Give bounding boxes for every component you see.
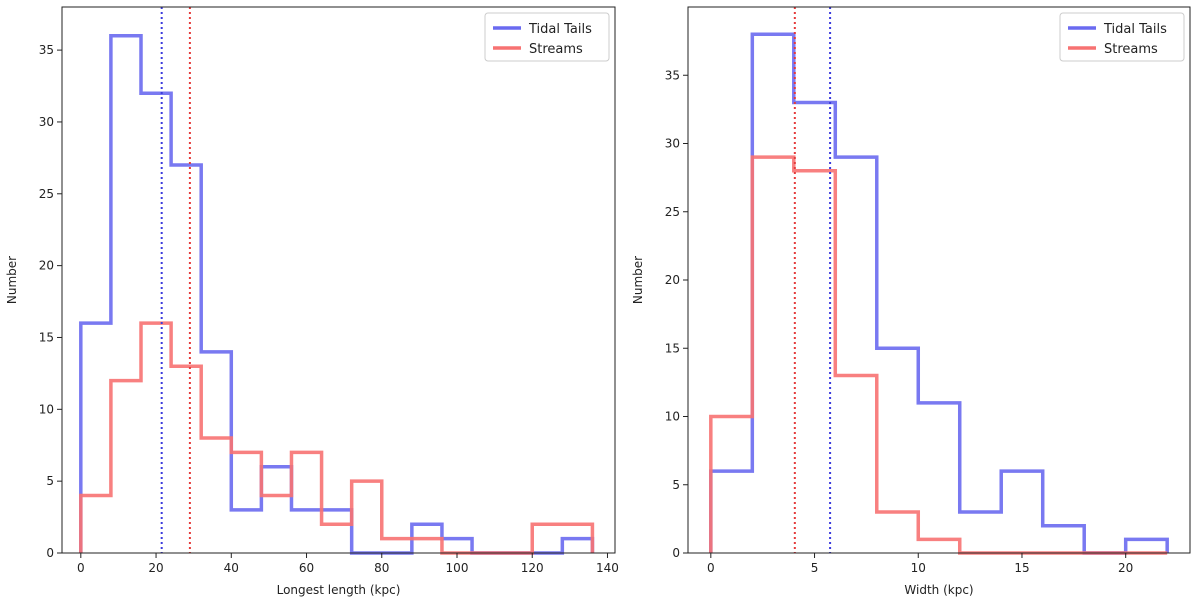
chart-panel-1: 0 20 40 60 80 100 120 140 0 5 10 15 20 25 30 35 Longest …	[5, 6, 619, 597]
axes-frame	[61, 6, 616, 554]
chart-panel-2: 0 5 10 15 20 0 5 10 15 20 25 30 35 Width (kpc) Number T…	[631, 6, 1191, 597]
y-tick-label: 0	[672, 546, 680, 560]
x-tick-label: 80	[374, 561, 389, 575]
y-tick-label: 5	[672, 478, 680, 492]
legend: Tidal Tails Streams	[484, 12, 610, 62]
y-tick-label: 30	[665, 137, 680, 151]
x-axis-label: Longest length (kpc)	[277, 583, 401, 597]
legend-label-streams: Streams	[529, 42, 583, 57]
y-tick-label: 35	[665, 68, 680, 82]
x-tick-label: 140	[596, 561, 619, 575]
y-axis-label: Number	[631, 256, 645, 304]
y-tick-label: 25	[665, 205, 680, 219]
x-tick-label: 0	[77, 561, 85, 575]
legend-label-tidal-tails: Tidal Tails	[1103, 22, 1167, 37]
x-tick-label: 5	[811, 561, 819, 575]
x-tick-label: 10	[911, 561, 926, 575]
legend-label-tidal-tails: Tidal Tails	[528, 22, 592, 37]
x-tick-label: 20	[148, 561, 163, 575]
y-tick-label: 20	[665, 273, 680, 287]
x-tick-label: 60	[299, 561, 314, 575]
y-tick-label: 30	[39, 115, 54, 129]
y-tick-label: 35	[39, 43, 54, 57]
y-axis-label: Number	[5, 256, 19, 304]
axes-frame	[687, 6, 1191, 554]
histogram-series-tidal-tails	[709, 32, 1169, 555]
y-tick-label: 25	[39, 187, 54, 201]
legend-label-streams: Streams	[1104, 42, 1158, 57]
y-tick-label: 5	[46, 474, 54, 488]
y-tick-label: 10	[39, 402, 54, 416]
x-tick-label: 20	[1118, 561, 1133, 575]
histogram-series-tidal-tails	[79, 33, 595, 555]
x-tick-label: 40	[224, 561, 239, 575]
x-axis-label: Width (kpc)	[904, 583, 973, 597]
y-tick-label: 0	[46, 546, 54, 560]
y-tick-label: 10	[665, 410, 680, 424]
histogram-series-streams	[709, 155, 1168, 555]
x-tick-label: 15	[1014, 561, 1029, 575]
y-tick-label: 15	[665, 341, 680, 355]
x-tick-label: 0	[707, 561, 715, 575]
x-tick-label: 100	[446, 561, 469, 575]
legend: Tidal Tails Streams	[1059, 12, 1185, 62]
histogram-series-streams	[79, 321, 595, 555]
y-tick-label: 15	[39, 330, 54, 344]
y-tick-label: 20	[39, 259, 54, 273]
x-tick-label: 120	[521, 561, 544, 575]
